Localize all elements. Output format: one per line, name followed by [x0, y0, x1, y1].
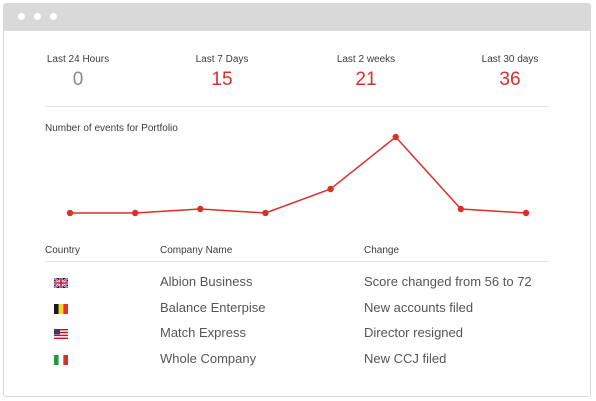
stat-label: Last 7 Days [195, 54, 249, 65]
data-point[interactable] [197, 205, 204, 213]
stat-label: Last 2 weeks [336, 54, 396, 65]
window-control-dot[interactable] [50, 13, 57, 20]
stat-label: Last 30 days [481, 54, 539, 65]
stat-value: 15 [211, 69, 233, 90]
stat-value: 36 [499, 69, 521, 90]
stat-value: 0 [72, 69, 84, 90]
column-header-country: Country [45, 245, 81, 256]
change-description: Score changed from 56 to 72 [364, 274, 532, 289]
italy-flag-icon [54, 355, 68, 365]
dashboard-window: Last 24 Hours 0 Last 7 Days 15 Last 2 we… [3, 3, 591, 397]
column-header-change: Change [364, 245, 400, 256]
table-row[interactable]: Match Express Director resigned [4, 325, 590, 349]
data-point[interactable] [66, 209, 74, 217]
series-line [70, 135, 527, 214]
table-row[interactable]: Albion Business Score changed from 56 to… [4, 274, 590, 298]
data-point[interactable] [522, 209, 530, 217]
company-name[interactable]: Match Express [160, 325, 246, 340]
table-row[interactable]: Balance Enterpise New accounts filed [4, 300, 590, 324]
us-flag-icon [54, 329, 68, 339]
company-name[interactable]: Whole Company [160, 351, 257, 366]
stat-label: Last 24 Hours [46, 54, 110, 65]
data-point[interactable] [327, 185, 334, 193]
data-point[interactable] [131, 209, 139, 217]
stat-last-2-weeks: Last 2 weeks 21 [328, 54, 404, 91]
belgium-flag-icon [54, 304, 68, 314]
change-description: New accounts filed [364, 300, 474, 315]
change-description: New CCJ filed [364, 351, 447, 366]
table-header-divider [45, 261, 549, 262]
company-name[interactable]: Balance Enterpise [160, 300, 266, 315]
table-row[interactable]: Whole Company New CCJ filed [4, 351, 590, 375]
stat-last-24-hours: Last 24 Hours 0 [42, 54, 114, 91]
window-control-dot[interactable] [18, 13, 25, 20]
company-name[interactable]: Albion Business [160, 274, 253, 289]
stat-last-30-days: Last 30 days 36 [470, 54, 550, 91]
stat-last-7-days: Last 7 Days 15 [184, 54, 260, 91]
change-description: Director resigned [364, 325, 463, 340]
data-point[interactable] [262, 209, 269, 217]
stat-value: 21 [355, 69, 377, 90]
data-point[interactable] [457, 205, 465, 213]
column-header-company: Company Name [160, 245, 233, 256]
data-point[interactable] [392, 133, 399, 141]
chart-title: Number of events for Portfolio [45, 123, 178, 134]
window-titlebar [4, 4, 590, 31]
uk-flag-icon [54, 278, 68, 288]
stats-divider [45, 106, 549, 107]
window-control-dot[interactable] [34, 13, 41, 20]
